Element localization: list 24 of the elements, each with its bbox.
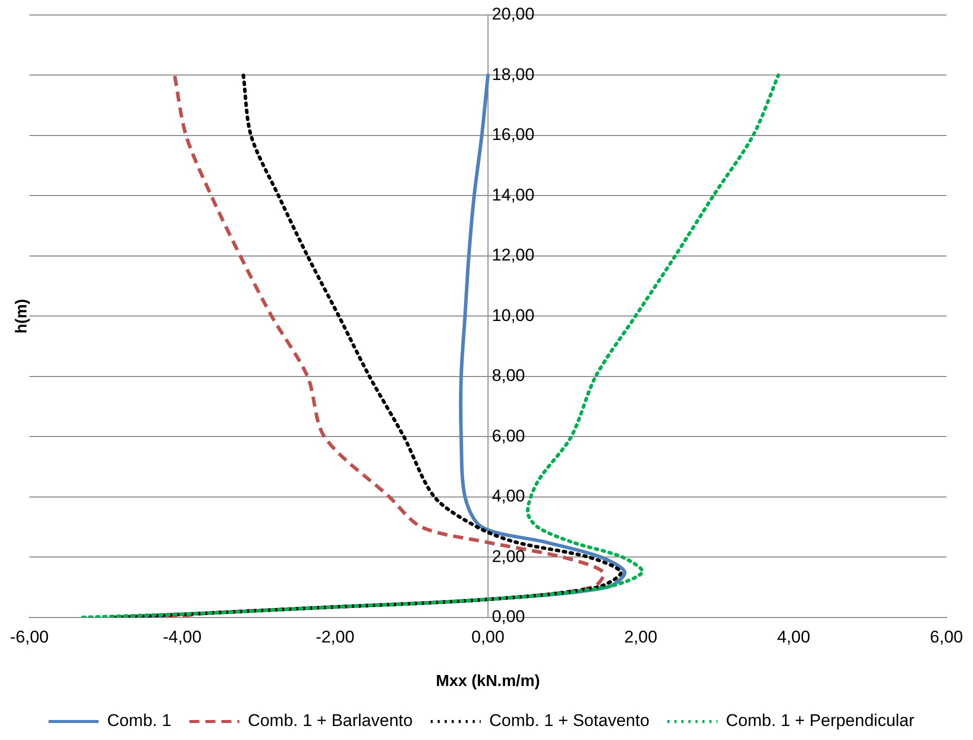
y-tick-label: 14,00 bbox=[492, 185, 534, 204]
legend-label: Comb. 1 + Perpendicular bbox=[726, 711, 915, 730]
x-axis-title: Mxx (kN.m/m) bbox=[436, 672, 540, 690]
legend-label: Comb. 1 bbox=[107, 711, 172, 730]
y-tick-label: 18,00 bbox=[492, 64, 534, 84]
x-tick-label: -4,00 bbox=[162, 627, 202, 646]
y-tick-label: 8,00 bbox=[492, 366, 526, 386]
y-tick-label: 12,00 bbox=[492, 246, 534, 265]
x-tick-label: -2,00 bbox=[316, 627, 354, 646]
x-tick-label: 4,00 bbox=[777, 627, 810, 646]
x-tick-label: 0,00 bbox=[471, 627, 504, 646]
legend-label: Comb. 1 + Barlavento bbox=[248, 711, 413, 730]
y-tick-label: 20,00 bbox=[492, 4, 534, 24]
x-tick-label: 2,00 bbox=[624, 627, 658, 646]
y-tick-label: 16,00 bbox=[492, 125, 534, 144]
y-tick-label: 0,00 bbox=[492, 607, 526, 626]
x-tick-label: -6,00 bbox=[10, 627, 49, 646]
y-tick-label: 2,00 bbox=[492, 546, 526, 566]
y-axis-title: h(m) bbox=[13, 298, 30, 334]
y-tick-label: 10,00 bbox=[492, 306, 534, 325]
y-tick-label: 4,00 bbox=[492, 486, 526, 506]
y-tick-label: 6,00 bbox=[492, 426, 526, 446]
x-tick-label: 6,00 bbox=[930, 627, 964, 646]
legend-label: Comb. 1 + Sotavento bbox=[489, 711, 650, 730]
